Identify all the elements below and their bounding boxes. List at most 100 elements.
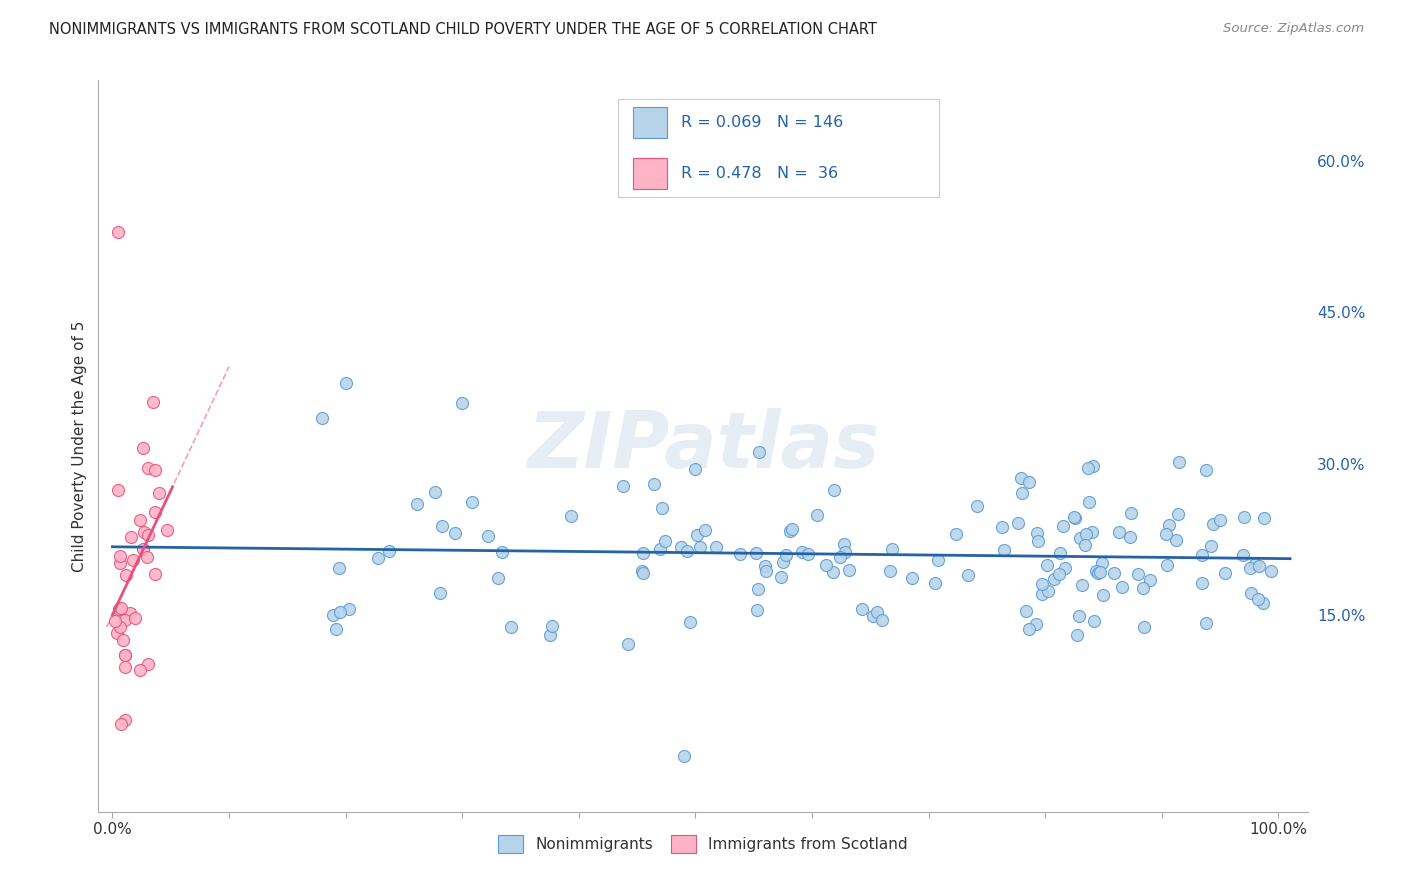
Point: [814, 558, 837, 572]
Point: [993, 542, 1015, 557]
Point: [491, 545, 513, 559]
Point: [862, 609, 884, 624]
Point: [1133, 620, 1156, 634]
Point: [328, 561, 350, 575]
Point: [676, 543, 699, 558]
Point: [560, 508, 582, 523]
Point: [872, 613, 894, 627]
Point: [1018, 475, 1040, 489]
Point: [367, 550, 389, 565]
Point: [1119, 530, 1142, 544]
Point: [1202, 516, 1225, 531]
Point: [1208, 513, 1230, 527]
Point: [111, 633, 134, 648]
Point: [612, 479, 634, 493]
Point: [430, 519, 453, 533]
Point: [114, 567, 136, 582]
Point: [1078, 495, 1101, 509]
Point: [1240, 586, 1263, 600]
Point: [114, 648, 136, 662]
Point: [745, 546, 768, 560]
Point: [451, 396, 474, 410]
FancyBboxPatch shape: [619, 99, 939, 197]
Point: [1102, 566, 1125, 580]
Point: [1014, 604, 1036, 618]
Point: [136, 528, 159, 542]
Point: [924, 575, 946, 590]
Point: [957, 568, 980, 582]
Point: [1121, 506, 1143, 520]
Point: [1066, 628, 1088, 642]
Point: [1071, 578, 1094, 592]
Point: [1087, 566, 1109, 580]
Point: [1036, 558, 1059, 572]
Point: [429, 585, 451, 599]
Point: [114, 648, 136, 662]
Point: [790, 545, 813, 559]
Point: [1199, 539, 1222, 553]
Point: [118, 606, 141, 620]
Point: [631, 546, 654, 560]
Point: [797, 547, 820, 561]
Point: [1091, 556, 1114, 570]
Point: [1126, 566, 1149, 581]
Point: [1031, 576, 1053, 591]
Point: [1064, 511, 1087, 525]
Point: [1213, 566, 1236, 580]
Point: [838, 564, 860, 578]
Point: [1081, 459, 1104, 474]
Y-axis label: Child Poverty Under the Age of 5: Child Poverty Under the Age of 5: [72, 320, 87, 572]
Legend: Nonimmigrants, Immigrants from Scotland: Nonimmigrants, Immigrants from Scotland: [492, 829, 914, 859]
Point: [755, 564, 778, 578]
Point: [499, 619, 522, 633]
Point: [1010, 471, 1032, 485]
Point: [129, 663, 152, 677]
Point: [108, 549, 131, 563]
Point: [1049, 546, 1071, 560]
Point: [1077, 460, 1099, 475]
Point: [538, 628, 561, 642]
Point: [1074, 538, 1097, 552]
Point: [754, 558, 776, 573]
Point: [1232, 548, 1254, 562]
Point: [1156, 558, 1178, 572]
Point: [779, 524, 801, 538]
Text: R = 0.069   N = 146: R = 0.069 N = 146: [682, 115, 844, 130]
Point: [1025, 616, 1047, 631]
Point: [1239, 561, 1261, 575]
Point: [748, 445, 770, 459]
Point: [1244, 557, 1267, 571]
Point: [678, 615, 700, 629]
Point: [866, 605, 889, 619]
Point: [1028, 534, 1050, 549]
Point: [124, 611, 146, 625]
Point: [107, 483, 129, 497]
Point: [114, 713, 136, 727]
Point: [654, 534, 676, 549]
FancyBboxPatch shape: [633, 158, 666, 188]
Point: [122, 552, 145, 566]
Point: [477, 528, 499, 542]
Point: [704, 540, 727, 554]
Point: [325, 622, 347, 636]
Point: [851, 601, 873, 615]
Text: NONIMMIGRANTS VS IMMIGRANTS FROM SCOTLAND CHILD POVERTY UNDER THE AGE OF 5 CORRE: NONIMMIGRANTS VS IMMIGRANTS FROM SCOTLAN…: [49, 22, 877, 37]
Point: [541, 619, 564, 633]
Point: [129, 513, 152, 527]
Point: [406, 497, 429, 511]
Point: [142, 395, 165, 409]
Point: [107, 225, 129, 239]
Point: [423, 484, 446, 499]
Point: [927, 553, 949, 567]
Point: [772, 556, 794, 570]
Point: [1132, 581, 1154, 595]
Point: [685, 461, 707, 475]
Point: [901, 571, 924, 585]
Point: [1007, 516, 1029, 530]
Point: [105, 626, 128, 640]
Point: [138, 657, 160, 672]
Point: [1195, 616, 1218, 631]
Point: [1088, 565, 1111, 579]
Point: [651, 500, 673, 515]
Point: [1047, 567, 1070, 582]
